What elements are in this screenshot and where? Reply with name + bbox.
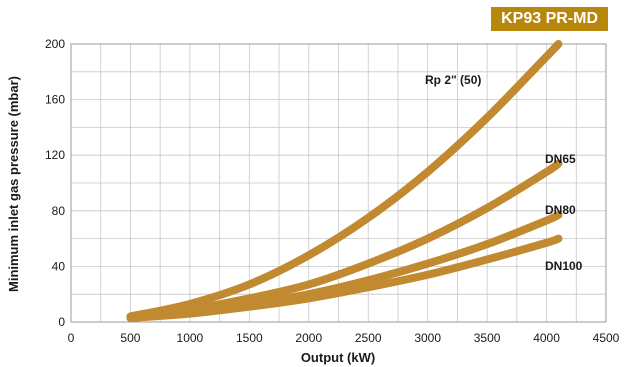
- plot-frame: [70, 43, 607, 323]
- series-line-dn65: [126, 159, 563, 322]
- series-line-rp2: [126, 40, 563, 321]
- series-label-dn80: DN80: [545, 203, 576, 217]
- y-tick-label: 40: [52, 259, 66, 273]
- series-label-dn100: DN100: [545, 259, 583, 273]
- y-tick-label: 0: [58, 315, 65, 329]
- series-label-dn65: DN65: [545, 152, 576, 166]
- y-tick-label: 160: [45, 93, 65, 107]
- model-badge: KP93 PR-MD: [491, 7, 608, 31]
- x-tick-label: 1500: [236, 331, 263, 345]
- y-tick-label: 200: [45, 37, 65, 51]
- series-labels: Rp 2" (50) DN65 DN80 DN100: [425, 73, 583, 273]
- x-tick-label: 4500: [593, 331, 620, 345]
- x-tick-labels: 0 500 1000 1500 2000 2500 3000 3500 4000 4500: [68, 331, 620, 345]
- x-tick-label: 4000: [533, 331, 560, 345]
- x-tick-label: 2000: [295, 331, 322, 345]
- y-tick-label: 120: [45, 148, 65, 162]
- y-tick-label: 80: [52, 204, 66, 218]
- x-tick-label: 0: [68, 331, 75, 345]
- x-tick-label: 500: [120, 331, 140, 345]
- y-axis-title: Minimum inlet gas pressure (mbar): [6, 76, 21, 292]
- y-tick-labels: 0 40 80 120 160 200: [45, 37, 65, 329]
- x-tick-label: 3000: [414, 331, 441, 345]
- series-label-rp2: Rp 2" (50): [425, 73, 481, 87]
- x-axis-title: Output (kW): [301, 350, 375, 365]
- x-tick-label: 3500: [474, 331, 501, 345]
- x-tick-label: 2500: [355, 331, 382, 345]
- x-tick-label: 1000: [177, 331, 204, 345]
- series-curves: [126, 40, 563, 322]
